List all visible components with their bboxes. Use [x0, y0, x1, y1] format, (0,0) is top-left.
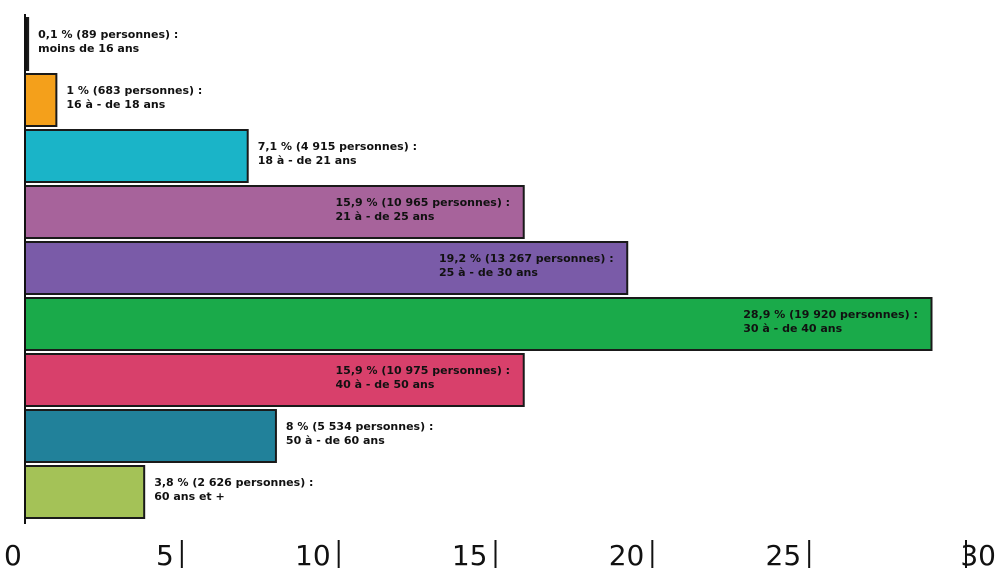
bar-label-line1: 1 % (683 personnes) :: [66, 84, 202, 97]
bar-label-line2: 21 à - de 25 ans: [336, 210, 435, 223]
bar-label-line2: 50 à - de 60 ans: [286, 434, 385, 447]
bar-label-line2: 18 à - de 21 ans: [258, 154, 357, 167]
x-axis: 0 5 10 15 20 25 30: [4, 14, 996, 568]
x-tick-label-2: 10: [295, 539, 331, 568]
bar-label-line2: 30 à - de 40 ans: [743, 322, 842, 335]
x-tick-label-4: 20: [609, 539, 645, 568]
x-tick-label-6: 30: [960, 539, 996, 568]
bar-2: [24, 129, 249, 183]
bar-7: [24, 409, 277, 463]
x-tick-label-3: 15: [452, 539, 488, 568]
bar-label-0: 0,1 % (89 personnes) :moins de 16 ans: [38, 28, 178, 55]
bar-label-8: 3,8 % (2 626 personnes) :60 ans et +: [154, 476, 313, 503]
bar-label-5: 28,9 % (19 920 personnes) :30 à - de 40 …: [743, 308, 918, 335]
labels-layer: 0,1 % (89 personnes) :moins de 16 ans 1 %…: [38, 28, 918, 503]
bar-label-line2: moins de 16 ans: [38, 42, 140, 55]
bar-3: [24, 185, 525, 239]
bar-label-3: 15,9 % (10 965 personnes) :21 à - de 25 …: [336, 196, 511, 223]
bar-label-line1: 15,9 % (10 975 personnes) :: [336, 364, 511, 377]
x-tick-label-1: 5: [156, 539, 174, 568]
bar-label-line1: 3,8 % (2 626 personnes) :: [154, 476, 313, 489]
bar-label-line1: 19,2 % (13 267 personnes) :: [439, 252, 614, 265]
bar-label-6: 15,9 % (10 975 personnes) :40 à - de 50 …: [336, 364, 511, 391]
x-tick-label-5: 25: [766, 539, 802, 568]
bar-1: [24, 73, 58, 127]
bar-label-2: 7,1 % (4 915 personnes) :18 à - de 21 an…: [258, 140, 417, 167]
bar-label-7: 8 % (5 534 personnes) :50 à - de 60 ans: [286, 420, 433, 447]
bar-label-line1: 8 % (5 534 personnes) :: [286, 420, 433, 433]
bar-label-line2: 25 à - de 30 ans: [439, 266, 538, 279]
bar-8: [24, 465, 146, 519]
bar-label-line2: 16 à - de 18 ans: [66, 98, 165, 111]
bar-label-line2: 40 à - de 50 ans: [336, 378, 435, 391]
bar-label-line2: 60 ans et +: [154, 490, 225, 503]
bar-4: [24, 241, 629, 295]
bar-6: [24, 353, 525, 407]
bar-label-4: 19,2 % (13 267 personnes) :25 à - de 30 …: [439, 252, 614, 279]
bar-label-1: 1 % (683 personnes) :16 à - de 18 ans: [66, 84, 202, 111]
bar-5: [24, 297, 933, 351]
x-tick-label-0: 0: [4, 539, 22, 568]
bars-layer: [24, 17, 933, 519]
bar-label-line1: 28,9 % (19 920 personnes) :: [743, 308, 918, 321]
bar-label-line1: 0,1 % (89 personnes) :: [38, 28, 178, 41]
bar-label-line1: 15,9 % (10 965 personnes) :: [336, 196, 511, 209]
bar-label-line1: 7,1 % (4 915 personnes) :: [258, 140, 417, 153]
